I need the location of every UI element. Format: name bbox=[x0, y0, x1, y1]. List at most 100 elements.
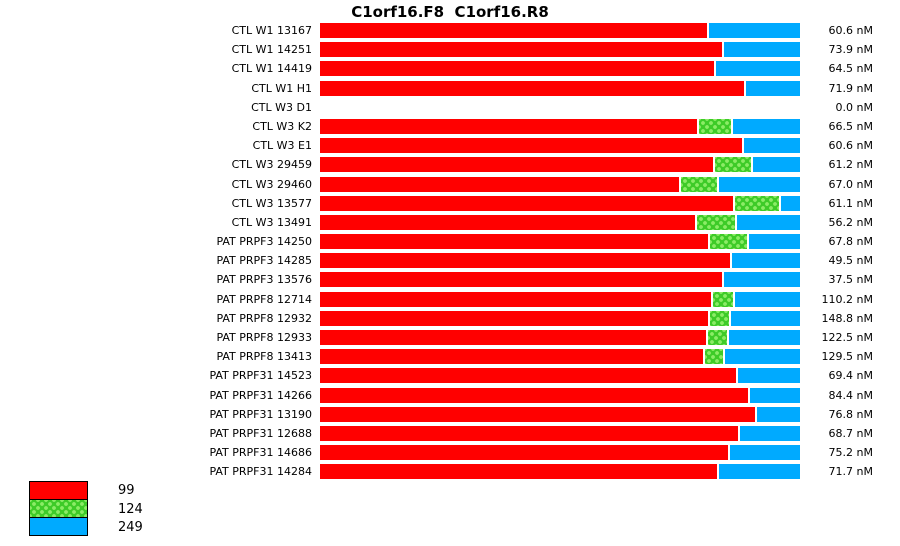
bar-segment-allele-99 bbox=[320, 138, 742, 154]
row-value: 60.6 nM bbox=[828, 139, 873, 153]
row-value: 129.5 nM bbox=[821, 350, 873, 364]
row-bar bbox=[320, 100, 800, 115]
chart-row: CTL W1 H1 71.9 nM bbox=[0, 79, 900, 98]
bar-segment-allele-249 bbox=[751, 157, 800, 173]
bar-segment-allele-124 bbox=[695, 214, 735, 230]
legend-swatch-allele-99 bbox=[29, 481, 88, 500]
row-bar bbox=[320, 176, 800, 192]
row-label: PAT PRPF8 12933 bbox=[216, 331, 312, 344]
bar-segment-allele-249 bbox=[728, 445, 800, 461]
row-label: PAT PRPF31 14686 bbox=[209, 446, 312, 460]
chart-row: CTL W3 13577 61.1 nM bbox=[0, 194, 900, 213]
bar-segment-allele-99 bbox=[320, 234, 708, 250]
bar-segment-allele-249 bbox=[736, 368, 800, 384]
legend-swatch-allele-124 bbox=[29, 499, 88, 518]
row-value: 66.5 nM bbox=[828, 119, 873, 133]
chart-row: PAT PRPF3 14285 49.5 nM bbox=[0, 251, 900, 270]
bar-segment-allele-99 bbox=[320, 80, 744, 96]
chart-row: CTL W3 13491 56.2 nM bbox=[0, 213, 900, 232]
bar-segment-allele-99 bbox=[320, 23, 707, 38]
bar-segment-allele-249 bbox=[714, 61, 800, 77]
bar-segment-allele-99 bbox=[320, 330, 706, 345]
row-label: PAT PRPF8 12714 bbox=[216, 292, 312, 306]
row-bar bbox=[320, 272, 800, 288]
bar-segment-allele-99 bbox=[320, 272, 722, 288]
bar-segment-allele-99 bbox=[320, 214, 695, 230]
chart-row: PAT PRPF31 14523 69.4 nM bbox=[0, 366, 900, 385]
bar-segment-allele-249 bbox=[717, 176, 800, 192]
row-label: PAT PRPF8 13413 bbox=[216, 350, 312, 364]
row-label: CTL W1 14419 bbox=[231, 62, 312, 76]
bar-segment-allele-99 bbox=[320, 310, 708, 326]
row-label: CTL W3 29459 bbox=[231, 158, 312, 172]
bar-segment-allele-124 bbox=[711, 291, 733, 307]
row-value: 67.0 nM bbox=[828, 177, 873, 191]
bar-segment-allele-124 bbox=[697, 118, 731, 134]
legend-labels: 99 124 249 bbox=[118, 482, 143, 538]
chart-row: PAT PRPF3 13576 37.5 nM bbox=[0, 270, 900, 289]
row-label: CTL W1 13167 bbox=[231, 24, 312, 37]
bar-segment-allele-124 bbox=[708, 310, 729, 326]
chart-row: PAT PRPF8 12933 122.5 nM bbox=[0, 328, 900, 347]
chart-row: PAT PRPF31 14284 71.7 nM bbox=[0, 462, 900, 481]
bar-segment-allele-249 bbox=[717, 464, 800, 480]
row-value: 37.5 nM bbox=[828, 273, 873, 287]
bar-segment-allele-249 bbox=[738, 425, 800, 441]
bar-segment-allele-249 bbox=[730, 253, 800, 269]
legend-label-allele-124: 124 bbox=[118, 501, 143, 517]
row-value: 110.2 nM bbox=[821, 292, 873, 306]
bar-segment-allele-249 bbox=[707, 23, 800, 38]
bar-segment-allele-124 bbox=[713, 157, 751, 173]
row-label: CTL W3 K2 bbox=[252, 119, 312, 133]
chart-rows: CTL W1 13167 60.6 nM CTL W1 14251 73.9 nM CT… bbox=[0, 21, 900, 482]
row-value: 56.2 nM bbox=[828, 215, 873, 229]
bar-segment-allele-124 bbox=[703, 349, 723, 365]
chart-row: PAT PRPF31 12688 68.7 nM bbox=[0, 424, 900, 443]
row-bar bbox=[320, 118, 800, 134]
bar-segment-allele-124 bbox=[706, 330, 727, 345]
row-value: 71.9 nM bbox=[828, 81, 873, 95]
row-bar bbox=[320, 330, 800, 345]
row-bar bbox=[320, 42, 800, 58]
chart-row: CTL W1 14419 64.5 nM bbox=[0, 59, 900, 78]
bar-segment-allele-249 bbox=[779, 195, 800, 211]
row-label: CTL W3 D1 bbox=[251, 100, 312, 114]
bar-segment-allele-99 bbox=[320, 406, 755, 422]
row-bar bbox=[320, 80, 800, 96]
row-bar bbox=[320, 253, 800, 269]
bar-segment-allele-99 bbox=[320, 176, 679, 192]
row-value: 73.9 nM bbox=[828, 43, 873, 57]
row-bar bbox=[320, 61, 800, 77]
bar-segment-allele-99 bbox=[320, 118, 697, 134]
row-value: 61.1 nM bbox=[828, 196, 873, 210]
row-label: CTL W3 29460 bbox=[231, 177, 312, 191]
row-bar bbox=[320, 425, 800, 441]
bar-segment-allele-99 bbox=[320, 445, 728, 461]
row-label: CTL W3 E1 bbox=[252, 139, 312, 153]
row-bar bbox=[320, 368, 800, 384]
row-bar bbox=[320, 195, 800, 211]
row-label: CTL W1 H1 bbox=[251, 81, 312, 95]
bar-segment-allele-99 bbox=[320, 464, 717, 480]
row-label: PAT PRPF8 12932 bbox=[216, 311, 312, 325]
bar-segment-allele-124 bbox=[733, 195, 779, 211]
bar-segment-allele-99 bbox=[320, 291, 711, 307]
bar-segment-allele-249 bbox=[733, 291, 800, 307]
bar-segment-allele-249 bbox=[729, 310, 800, 326]
legend-swatches bbox=[29, 481, 88, 536]
bar-segment-allele-249 bbox=[731, 118, 800, 134]
bar-segment-allele-249 bbox=[723, 349, 800, 365]
chart-row: PAT PRPF8 12714 110.2 nM bbox=[0, 290, 900, 309]
row-value: 148.8 nM bbox=[821, 311, 873, 325]
row-bar bbox=[320, 349, 800, 365]
row-bar bbox=[320, 23, 800, 38]
legend-swatch-allele-249 bbox=[29, 517, 88, 536]
row-bar bbox=[320, 214, 800, 230]
bar-segment-allele-249 bbox=[744, 80, 800, 96]
row-value: 71.7 nM bbox=[828, 465, 873, 479]
bar-segment-allele-99 bbox=[320, 349, 703, 365]
row-value: 0.0 nM bbox=[835, 100, 873, 114]
chart-row: CTL W3 D1 0.0 nM bbox=[0, 98, 900, 117]
row-bar bbox=[320, 445, 800, 461]
